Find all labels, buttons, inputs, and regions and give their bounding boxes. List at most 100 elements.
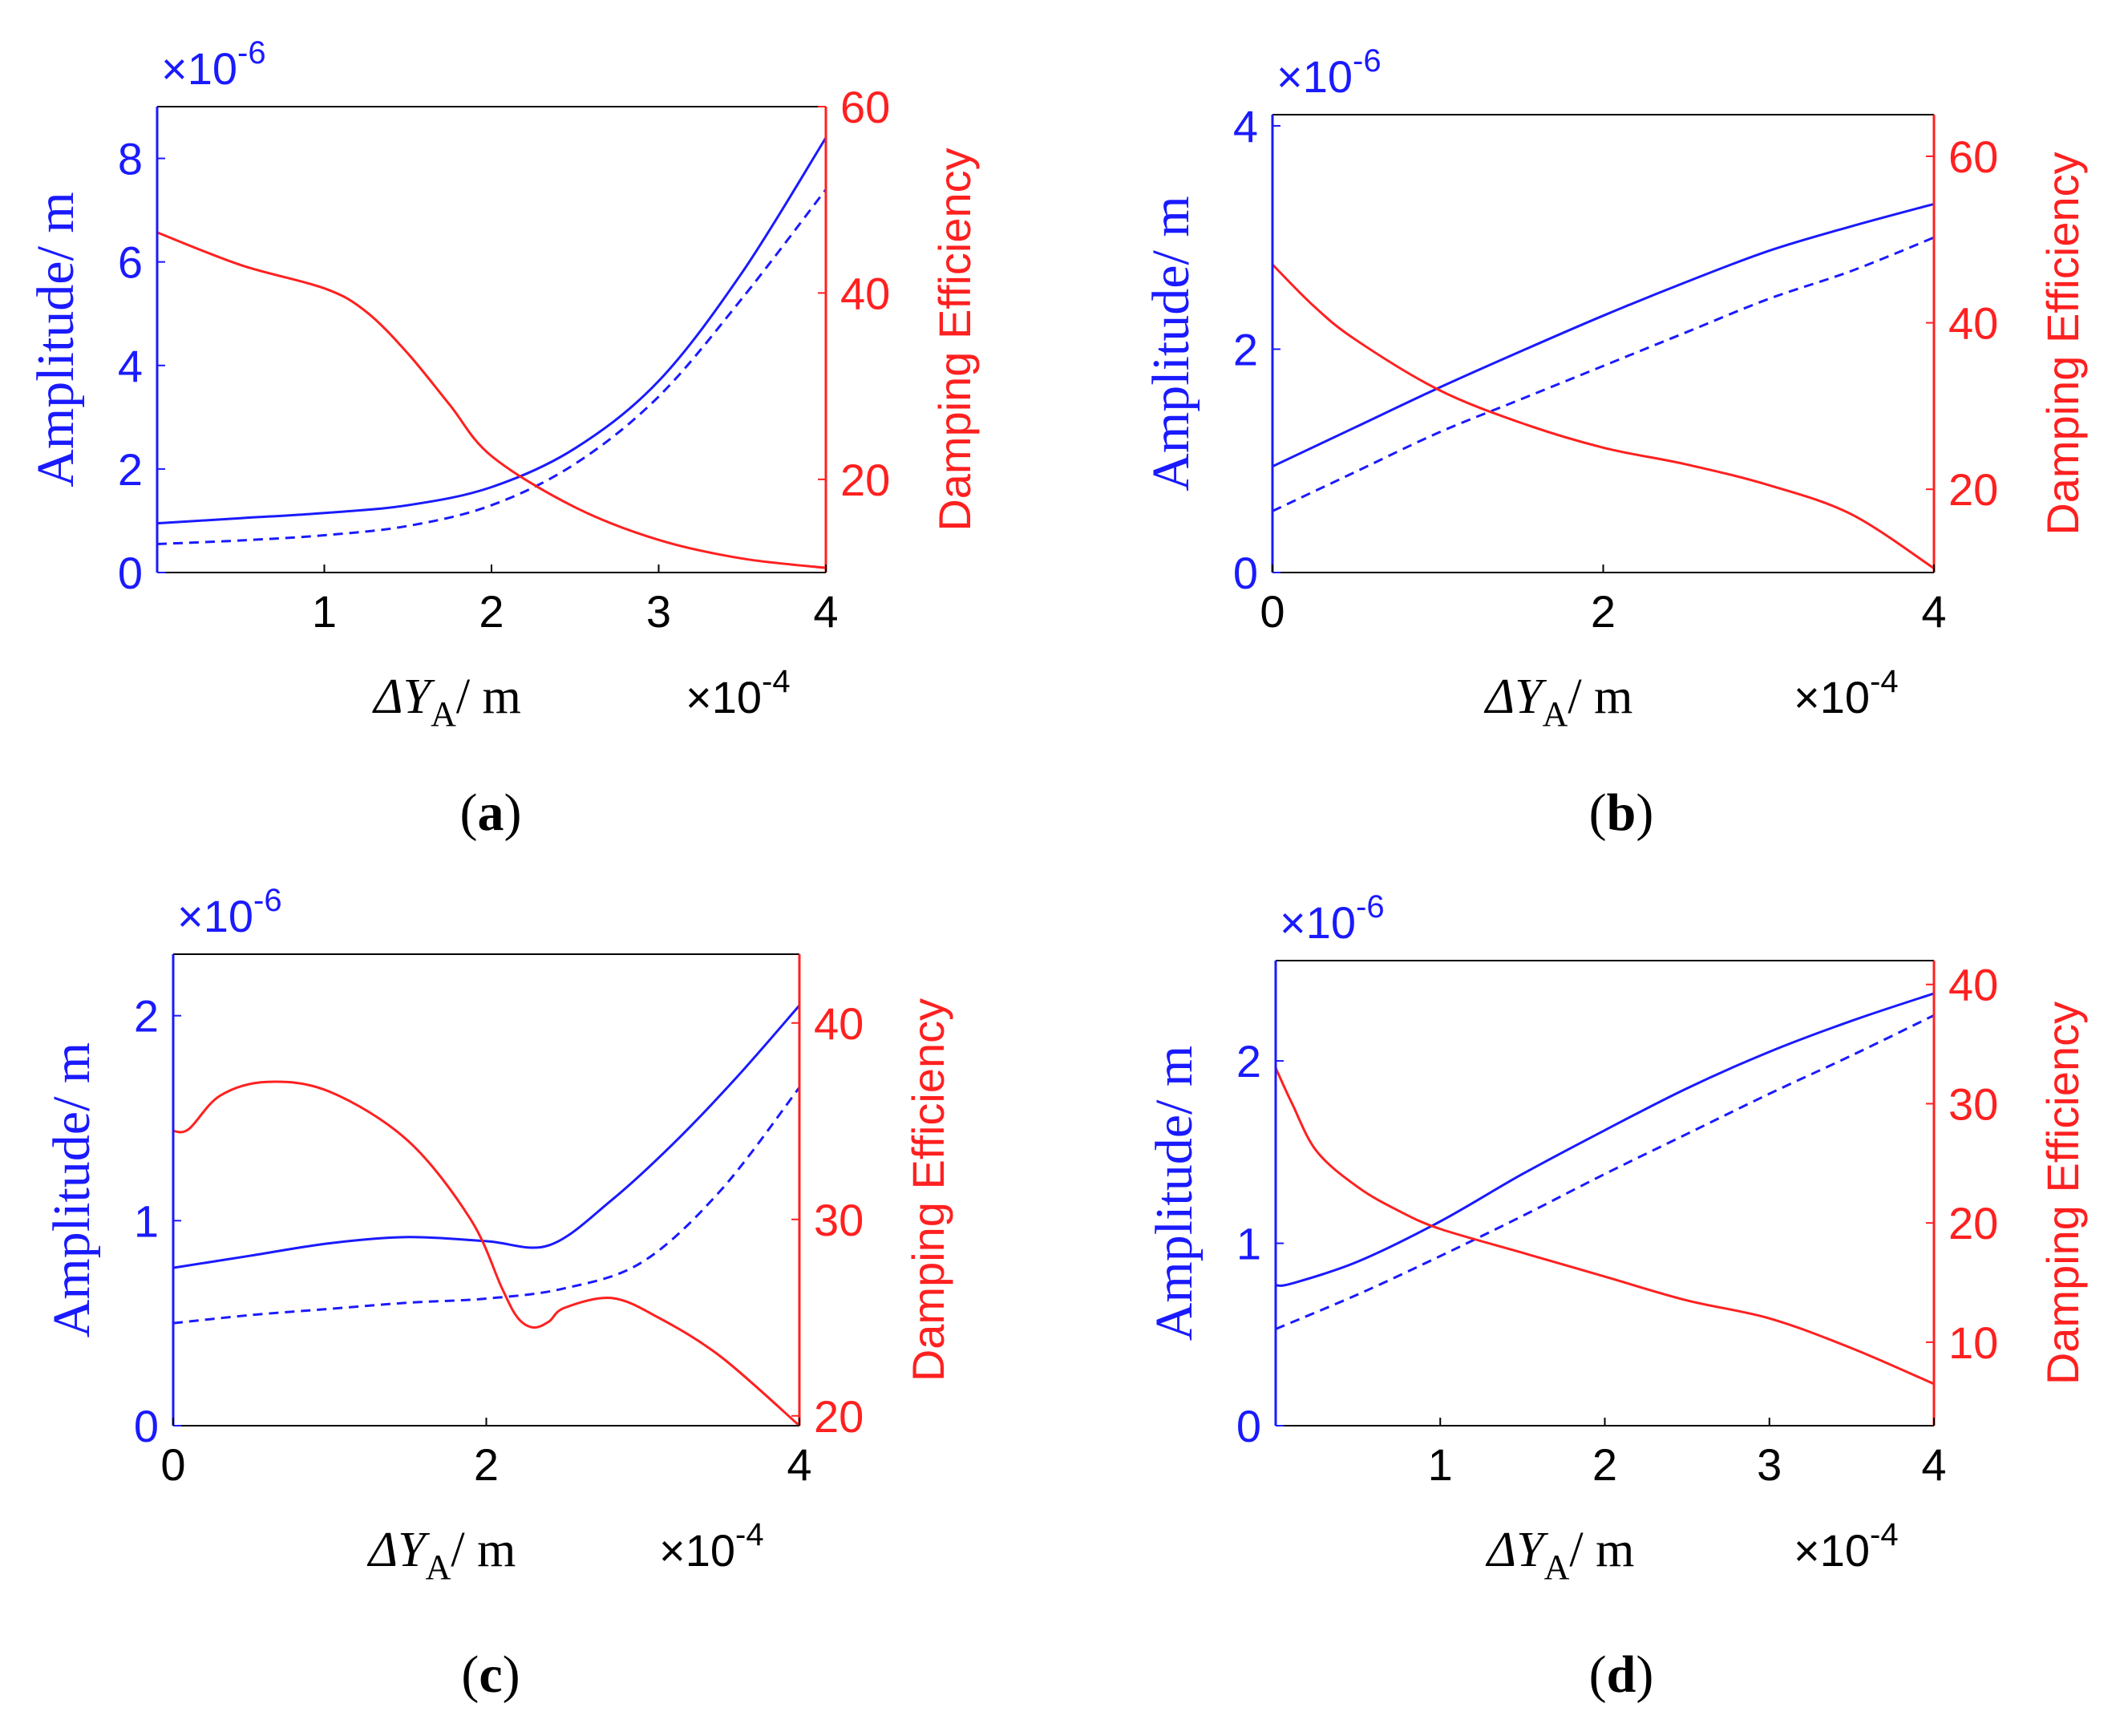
x-label-unit: / m <box>456 670 521 724</box>
series-line-amplitude-solid <box>1272 202 1935 468</box>
panel-label-open: ( <box>460 783 478 842</box>
x-axis-label: ΔYA/ m <box>1483 670 1633 734</box>
left-y-tick-label: 6 <box>118 237 143 288</box>
x-multiplier-times: ×10 <box>659 1525 735 1576</box>
panel-label-open: ( <box>1589 783 1607 842</box>
panel-label-letter: c <box>479 1645 502 1704</box>
left-y-tick-label: 1 <box>1236 1219 1261 1269</box>
y-multiplier-times: ×10 <box>1276 51 1353 102</box>
panel-label-close: ) <box>503 1645 520 1704</box>
series-line-amplitude-solid <box>156 136 827 525</box>
x-axis-label: ΔYA/ m <box>366 1523 516 1587</box>
panel-label: (b) <box>1589 783 1654 842</box>
left-y-tick-label: 0 <box>134 1401 159 1451</box>
series-line-damping-efficiency <box>172 1080 800 1427</box>
right-y-tick-label: 60 <box>840 82 890 132</box>
left-y-tick-label: 1 <box>134 1196 159 1246</box>
right-y-tick-label: 20 <box>1948 464 1998 515</box>
x-label-delta: ΔY <box>371 670 435 724</box>
left-y-tick-label: 0 <box>1236 1401 1261 1451</box>
series-line-amplitude-dashed <box>1275 1014 1935 1330</box>
x-label-delta: ΔY <box>1483 670 1547 724</box>
right-y-tick-label: 10 <box>1948 1317 1998 1368</box>
right-y-axis-label: Damping Efficiency <box>903 998 953 1382</box>
x-label-delta: ΔY <box>1485 1523 1548 1577</box>
left-y-tick-label: 4 <box>118 341 143 391</box>
panel-label-letter: a <box>478 783 504 842</box>
x-tick-label: 4 <box>1921 1439 1946 1490</box>
left-y-tick-label: 4 <box>1233 101 1258 152</box>
x-multiplier-times: ×10 <box>686 672 762 722</box>
x-tick-label: 2 <box>1592 1439 1617 1490</box>
right-y-tick-label: 20 <box>1948 1198 1998 1248</box>
x-multiplier-exp: -4 <box>762 664 791 699</box>
left-y-tick-label: 2 <box>118 444 143 495</box>
x-label-unit: / m <box>1568 670 1632 724</box>
series-line-damping-efficiency <box>1274 1067 1935 1386</box>
right-y-tick-label: 40 <box>840 268 890 318</box>
x-tick-label: 1 <box>312 586 337 637</box>
x-tick-label: 4 <box>813 586 838 637</box>
right-y-tick-label: 40 <box>1948 960 1998 1010</box>
x-label-unit: / m <box>451 1523 516 1577</box>
x-multiplier: ×10-4 <box>659 1517 764 1576</box>
left-y-tick-label: 2 <box>134 991 159 1042</box>
right-y-axis-label: Damping Efficiency <box>929 148 980 531</box>
x-label-subscript: A <box>431 694 456 734</box>
left-y-tick-label: 8 <box>118 134 143 184</box>
x-multiplier-exp: -4 <box>735 1517 764 1552</box>
series-line-amplitude-dashed <box>1272 236 1935 512</box>
series-line-amplitude-solid <box>172 1004 801 1269</box>
series-line-amplitude-dashed <box>172 1087 801 1325</box>
panel-label-letter: d <box>1607 1645 1636 1704</box>
panel-label: (c) <box>461 1645 520 1704</box>
series-line-damping-efficiency <box>156 231 827 569</box>
panel-label: (d) <box>1589 1645 1654 1704</box>
left-y-tick-label: 2 <box>1233 324 1258 374</box>
right-y-tick-label: 30 <box>814 1195 864 1245</box>
x-tick-label: 0 <box>1260 586 1284 637</box>
x-multiplier: ×10-4 <box>1794 664 1899 722</box>
y-multiplier-exp: -6 <box>1356 889 1385 925</box>
y-multiplier-times: ×10 <box>1280 897 1356 948</box>
right-y-tick-label: 40 <box>814 998 864 1049</box>
y-multiplier-exp: -6 <box>253 883 282 918</box>
panel-label-letter: b <box>1607 783 1636 842</box>
left-y-axis-label: Amplitude/ m <box>1142 196 1200 491</box>
y-multiplier-exp: -6 <box>237 35 266 71</box>
x-axis-label: ΔYA/ m <box>1485 1523 1635 1587</box>
x-multiplier-times: ×10 <box>1794 672 1870 722</box>
panel-label-close: ) <box>504 783 522 842</box>
x-tick-label: 1 <box>1428 1439 1453 1490</box>
left-y-tick-label: 0 <box>1233 548 1258 598</box>
x-label-subscript: A <box>426 1548 451 1587</box>
x-tick-label: 0 <box>160 1439 185 1490</box>
y-multiplier: ×10-6 <box>1276 43 1382 102</box>
x-multiplier: ×10-4 <box>1794 1517 1899 1576</box>
right-y-tick-label: 40 <box>1948 298 1998 349</box>
panel-label: (a) <box>460 783 522 842</box>
right-y-tick-label: 60 <box>1948 132 1998 182</box>
right-y-axis-label: Damping Efficiency <box>2037 1002 2088 1385</box>
series-line-amplitude-solid <box>1275 992 1935 1287</box>
right-y-tick-label: 20 <box>840 455 890 505</box>
x-label-unit: / m <box>1569 1523 1634 1577</box>
y-multiplier-exp: -6 <box>1353 43 1382 79</box>
x-tick-label: 2 <box>474 1439 499 1490</box>
panel-label-open: ( <box>1589 1645 1607 1704</box>
x-tick-label: 3 <box>1757 1439 1782 1490</box>
right-y-axis-label: Damping Efficiency <box>2037 152 2088 535</box>
y-multiplier: ×10-6 <box>177 883 282 941</box>
x-label-delta: ΔY <box>366 1523 430 1577</box>
series-line-amplitude-dashed <box>156 188 827 545</box>
x-label-subscript: A <box>1544 1548 1570 1587</box>
x-multiplier: ×10-4 <box>686 664 791 722</box>
x-label-subscript: A <box>1543 694 1568 734</box>
x-multiplier-exp: -4 <box>1870 664 1899 699</box>
x-tick-label: 3 <box>646 586 671 637</box>
